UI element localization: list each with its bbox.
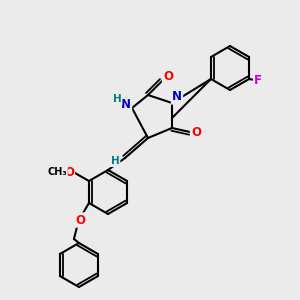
Text: O: O (191, 125, 201, 139)
Text: O: O (64, 166, 74, 178)
Text: O: O (75, 214, 85, 226)
Text: CH₃: CH₃ (47, 167, 67, 177)
Text: H: H (112, 94, 122, 104)
Text: N: N (172, 91, 182, 103)
Text: O: O (163, 70, 173, 83)
Text: N: N (121, 98, 131, 112)
Text: H: H (111, 156, 119, 166)
Text: F: F (254, 74, 262, 88)
